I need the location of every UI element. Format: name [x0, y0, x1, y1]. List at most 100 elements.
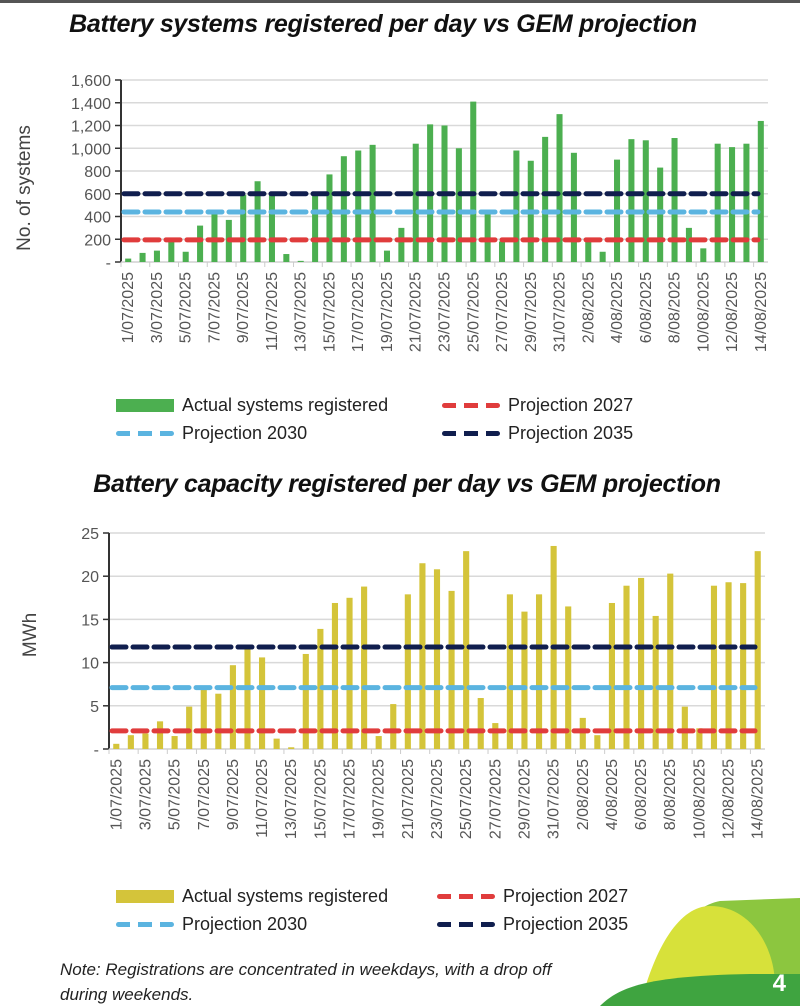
bar	[383, 250, 391, 262]
x-tick-label: 21/07/2025	[400, 759, 417, 839]
bar	[259, 657, 266, 749]
legend-label: Projection 2027	[508, 395, 634, 415]
x-tick-label: 3/07/2025	[149, 272, 166, 343]
bar	[506, 594, 513, 749]
bar	[346, 597, 353, 749]
y-tick-label: 10	[81, 656, 99, 673]
leaf-dark-green	[600, 974, 800, 1006]
bar	[492, 723, 499, 749]
x-tick-label: 2/08/2025	[575, 759, 592, 830]
x-tick-label: 11/07/2025	[264, 272, 281, 351]
x-tick-label: 19/07/2025	[371, 759, 388, 839]
y-tick-label: 15	[81, 612, 99, 629]
legend-item: Actual systems registered	[116, 395, 388, 416]
legend-item: Projection 2035	[442, 423, 633, 444]
bar	[361, 586, 368, 749]
chart2-legend: Actual systems registered Projection 2027…	[0, 886, 800, 941]
legend-dash-swatch	[442, 431, 500, 436]
y-tick-label: -	[94, 742, 99, 759]
bar	[139, 252, 146, 262]
bar	[513, 150, 520, 262]
bar	[556, 114, 563, 262]
bar	[168, 241, 175, 262]
x-tick-label: 25/07/2025	[465, 272, 482, 352]
decorative-leaf-shapes	[600, 898, 800, 1006]
legend-item: Projection 2030	[116, 914, 307, 935]
x-tick-label: 4/08/2025	[609, 272, 626, 343]
x-tick-label: 7/07/2025	[196, 759, 213, 830]
x-tick-label: 11/07/2025	[254, 759, 271, 838]
y-tick-label: 1,200	[71, 119, 111, 136]
x-tick-label: 14/08/2025	[753, 272, 770, 352]
bar	[667, 573, 674, 749]
legend-label: Projection 2035	[503, 914, 629, 934]
x-tick-label: 6/08/2025	[638, 272, 655, 343]
legend-dash-swatch	[116, 431, 174, 436]
bar	[288, 747, 295, 749]
bar	[297, 260, 304, 262]
bar	[254, 181, 261, 262]
bar	[565, 606, 572, 749]
bar	[125, 258, 132, 262]
bar	[156, 721, 164, 749]
bar	[355, 150, 362, 262]
bar	[312, 193, 319, 262]
bar	[585, 240, 592, 262]
bar	[642, 140, 649, 262]
bar	[419, 563, 426, 749]
x-tick-label: 19/07/2025	[379, 272, 396, 352]
bar	[652, 615, 659, 749]
x-tick-label: 31/07/2025	[546, 759, 563, 839]
bar	[244, 648, 251, 749]
y-tick-label: 800	[84, 164, 111, 181]
x-tick-label: 5/07/2025	[167, 759, 184, 830]
bar	[283, 254, 290, 262]
x-tick-label: 21/07/2025	[408, 272, 425, 352]
bar	[186, 706, 193, 749]
bar	[623, 585, 630, 749]
x-tick-label: 1/07/2025	[120, 272, 137, 343]
legend-label: Projection 2030	[182, 914, 308, 934]
legend-dash-swatch	[437, 894, 495, 899]
bar	[369, 144, 376, 262]
x-tick-label: 27/07/2025	[487, 759, 504, 839]
x-tick-label: 8/08/2025	[667, 272, 684, 343]
bar	[273, 738, 280, 749]
x-tick-label: 31/07/2025	[552, 272, 569, 352]
x-tick-label: 7/07/2025	[206, 272, 223, 343]
bar	[433, 569, 441, 749]
legend-label: Projection 2035	[508, 423, 634, 443]
x-tick-label: 10/08/2025	[691, 759, 708, 839]
bar	[326, 174, 333, 262]
bar	[714, 143, 721, 262]
legend-item: Projection 2035	[437, 914, 628, 935]
x-tick-label: 15/07/2025	[312, 759, 329, 839]
x-tick-label: 27/07/2025	[494, 272, 511, 352]
bar	[685, 227, 692, 262]
bar	[579, 717, 586, 749]
bar	[594, 735, 601, 749]
bar	[268, 194, 275, 262]
bar	[390, 704, 397, 749]
y-tick-label: 1,400	[71, 96, 111, 113]
bar	[448, 590, 455, 749]
x-tick-label: 5/07/2025	[178, 272, 195, 343]
bar	[113, 743, 120, 749]
bar	[657, 167, 664, 262]
bar	[197, 225, 204, 262]
x-tick-label: 17/07/2025	[350, 272, 367, 352]
bar	[542, 136, 549, 262]
x-tick-label: 10/08/2025	[695, 272, 712, 352]
legend-item: Actual systems registered	[116, 886, 388, 907]
bar	[570, 152, 577, 262]
top-border	[0, 0, 800, 3]
bar	[331, 602, 339, 749]
y-axis-title: No. of systems	[14, 125, 35, 251]
chart2-capacity: - 5 10 15 20 25 MWh 1/07/2025 3/07/2025 5/07/2025…	[20, 526, 767, 839]
x-tick-label: 9/07/2025	[225, 759, 242, 830]
bar	[215, 693, 222, 749]
bar	[671, 138, 678, 262]
x-tick-label: 12/08/2025	[724, 272, 741, 352]
bar	[200, 689, 207, 749]
x-tick-label: 14/08/2025	[750, 759, 767, 839]
